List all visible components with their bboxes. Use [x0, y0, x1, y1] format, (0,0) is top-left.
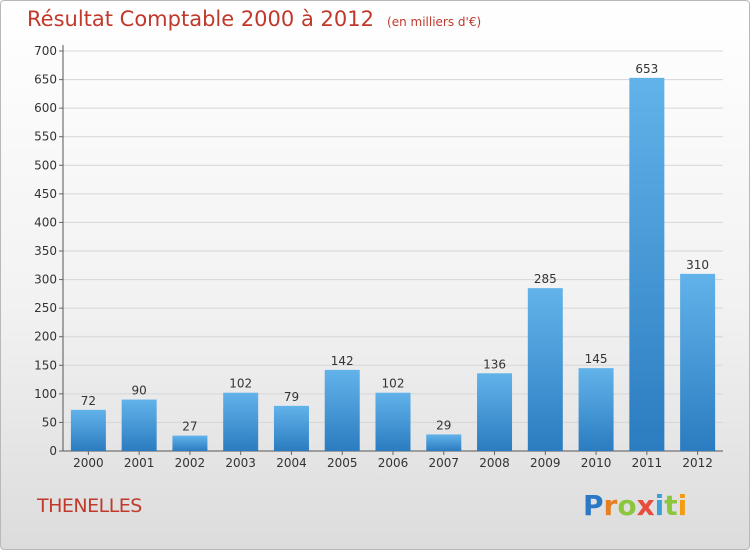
bar-2005	[324, 369, 360, 451]
y-tick-label: 200	[34, 330, 57, 344]
y-tick-label: 50	[42, 415, 57, 429]
x-tick-label-2002: 2002	[175, 456, 206, 470]
logo-letter: r	[603, 489, 618, 522]
data-label-2010: 145	[585, 352, 608, 366]
x-tick-label-2003: 2003	[225, 456, 256, 470]
grid-lines	[63, 50, 723, 423]
x-tick-label-2000: 2000	[73, 456, 104, 470]
y-tick-label: 550	[34, 130, 57, 144]
bar-2002	[172, 435, 208, 451]
bar-2004	[273, 405, 309, 451]
bar-2000	[70, 409, 106, 451]
bar-2001	[121, 399, 157, 451]
bar-2003	[223, 392, 259, 451]
data-label-2007: 29	[436, 418, 451, 432]
y-tick-label: 150	[34, 358, 57, 372]
chart-title-main: Résultat Comptable 2000 à 2012	[27, 7, 374, 31]
data-label-2006: 102	[382, 377, 405, 391]
logo-letter: P	[583, 489, 604, 522]
x-tick-label-2009: 2009	[530, 456, 561, 470]
data-label-2011: 653	[635, 62, 658, 76]
bar-2009	[527, 288, 563, 451]
logo-letter: i	[677, 489, 688, 522]
data-label-2003: 102	[229, 377, 252, 391]
bar-2007	[426, 434, 462, 451]
bar-2008	[477, 373, 513, 451]
y-tick-label: 600	[34, 101, 57, 115]
y-tick-label: 450	[34, 187, 57, 201]
place-label: THENELLES	[37, 495, 142, 517]
y-tick-label: 250	[34, 301, 57, 315]
data-label-2004: 79	[284, 390, 299, 404]
logo-letter: x	[636, 489, 655, 522]
x-tick-label-2010: 2010	[581, 456, 612, 470]
y-tick-label: 0	[49, 444, 57, 458]
bar-2010	[578, 368, 614, 451]
data-label-2000: 72	[81, 394, 96, 408]
x-tick-label-2005: 2005	[327, 456, 358, 470]
x-tick-label-2008: 2008	[479, 456, 510, 470]
bar-2011	[629, 77, 665, 451]
x-tick-label-2006: 2006	[378, 456, 409, 470]
y-tick-label: 500	[34, 158, 57, 172]
data-label-2012: 310	[686, 258, 709, 272]
chart-subtitle: (en milliers d'€)	[387, 15, 482, 29]
x-tick-label-2007: 2007	[428, 456, 459, 470]
y-tick-label: 400	[34, 215, 57, 229]
data-label-2001: 90	[132, 384, 147, 398]
logo-letter: o	[617, 489, 637, 522]
proxiti-logo: Proxiti	[583, 489, 687, 522]
y-tick-label: 350	[34, 244, 57, 258]
data-label-2008: 136	[483, 357, 506, 371]
data-label-2005: 142	[331, 354, 354, 368]
logo-letter: i	[654, 489, 665, 522]
bars	[70, 77, 716, 451]
bar-2012	[680, 273, 716, 451]
y-tick-label: 700	[34, 44, 57, 58]
x-tick-label-2011: 2011	[632, 456, 663, 470]
chart-title: Résultat Comptable 2000 à 2012 (en milli…	[27, 7, 481, 31]
data-label-2002: 27	[182, 420, 197, 434]
data-label-2009: 285	[534, 272, 557, 286]
x-tick-label-2004: 2004	[276, 456, 307, 470]
x-tick-label-2001: 2001	[124, 456, 155, 470]
y-tick-label: 650	[34, 73, 57, 87]
x-tick-label-2012: 2012	[682, 456, 713, 470]
bar-2006	[375, 392, 411, 451]
y-tick-label: 100	[34, 387, 57, 401]
labels: 0 50 100 150 200 250 300 350 400 450 500 550 600 650 7…	[34, 44, 713, 470]
y-tick-label: 300	[34, 273, 57, 287]
logo-letter: t	[664, 489, 678, 522]
